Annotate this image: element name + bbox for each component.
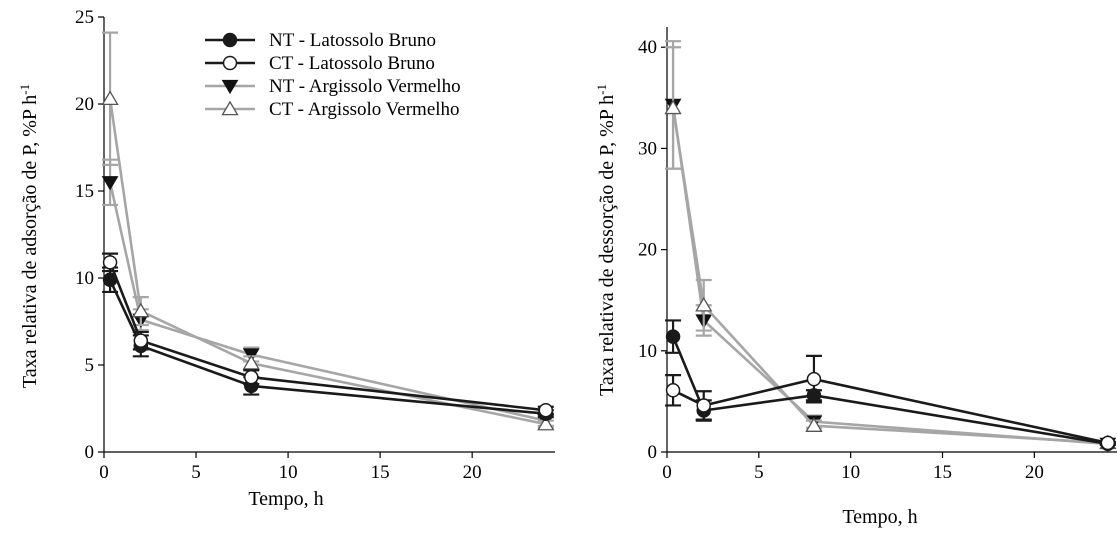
legend-item: CT - Argissolo Vermelho [205,99,460,120]
right-x-tick-label: 10 [841,462,860,483]
legend-marker [221,79,239,95]
left-data-point [101,176,119,191]
left-y-tick-label: 25 [75,7,94,28]
right-data-point [806,371,822,387]
left-y-tick-label: 20 [75,94,94,115]
left-plot: 0 5 10 15 20 25 0 5 10 15 20 [75,7,555,483]
right-series-2 [664,40,1117,453]
left-y-tick-label: 0 [85,442,95,463]
right-y-tick-label: 40 [638,37,657,58]
left-y-axis-title-sup: -1 [17,84,32,95]
right-series-line [671,104,1108,446]
left-data-point [538,402,554,418]
legend-item: NT - Argissolo Vermelho [205,76,461,97]
right-x-axis-title: Tempo, h [842,506,917,528]
right-y-tick-label: 30 [638,138,657,159]
right-data-point [665,329,681,344]
legend-label: CT - Argissolo Vermelho [269,99,460,120]
right-y-tick-label: 20 [638,240,657,261]
right-data-point [696,398,711,413]
right-data-point [805,417,823,432]
left-x-tick-label: 15 [371,462,390,483]
left-data-point [242,354,260,370]
left-series-1 [102,252,554,418]
left-data-point [244,369,259,385]
plot-layer: 0 5 10 15 20 25 0 5 10 15 20 0 10 20 30 40 0 5 10 15 20 [75,7,1117,483]
right-data-point [664,99,682,115]
right-x-tick-label: 5 [754,462,764,483]
right-series-line [671,107,1108,445]
right-x-tick-label: 0 [662,462,672,483]
left-data-point [537,415,555,431]
right-y-axis-title-main: Taxa relativa de dessorção de P, %P h [596,95,618,396]
right-x-tick-label: 20 [1025,462,1044,483]
left-series-line [108,261,546,412]
left-x-tick-label: 10 [279,462,298,483]
left-data-point [133,333,149,348]
right-y-tick-label: 0 [648,442,658,463]
right-series-1 [665,354,1116,451]
left-data-point [132,302,150,318]
right-data-point [665,383,681,398]
left-y-axis-title-main: Taxa relativa de adsorção de P, %P h [19,95,41,388]
right-y-axis-title-sup: -1 [594,84,609,95]
left-data-point [101,90,119,106]
left-x-tick-label: 0 [99,462,109,483]
right-series-3 [664,46,1117,450]
left-x-tick-label: 5 [191,462,201,483]
legend-label: NT - Argissolo Vermelho [269,76,461,97]
left-y-tick-label: 10 [75,268,94,289]
left-panel: Tempo, h Taxa relativa de adsorção de P,… [17,84,324,510]
left-y-tick-label: 15 [75,181,94,202]
left-y-axis-title: Taxa relativa de adsorção de P, %P h-1 [17,84,42,388]
right-plot: 0 10 20 30 40 0 5 10 15 20 [638,27,1117,483]
right-data-point [1100,435,1116,451]
legend-item: NT - Latossolo Bruno [205,30,436,51]
legend-marker [222,55,238,71]
right-data-point [695,296,713,312]
right-panel: Tempo, h Taxa relativa de dessorção de P… [594,84,918,528]
legend-item: CT - Latossolo Bruno [205,53,435,74]
left-series-2 [101,158,555,429]
legend-marker [221,100,239,116]
right-y-tick-label: 10 [638,341,657,362]
legend-marker [222,32,238,48]
legend-label: NT - Latossolo Bruno [269,30,436,51]
left-y-tick-label: 5 [85,355,95,376]
right-y-axis-title: Taxa relativa de dessorção de P, %P h-1 [594,84,619,396]
right-series-line [671,336,1109,446]
left-series-line [108,98,547,426]
left-series-line [108,279,546,416]
right-series-line [672,377,1109,445]
left-series-0 [102,266,554,421]
left-x-tick-label: 20 [463,462,482,483]
left-x-axis-title: Tempo, h [248,488,323,510]
left-data-point [102,255,118,270]
right-x-tick-label: 15 [933,462,952,483]
legend-label: CT - Latossolo Bruno [269,53,435,74]
